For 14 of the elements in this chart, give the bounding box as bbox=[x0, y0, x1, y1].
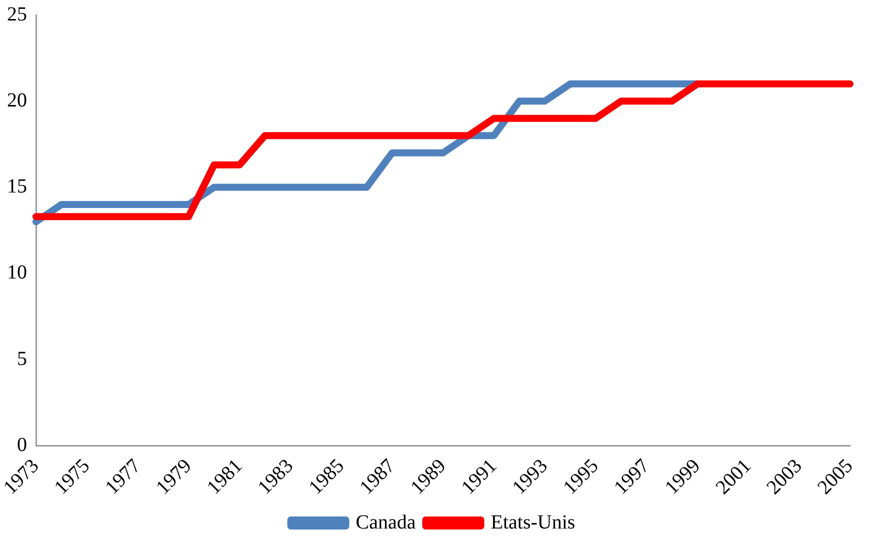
y-tick-label: 20 bbox=[7, 89, 27, 112]
x-tick-label: 1991 bbox=[457, 454, 502, 499]
y-tick-label: 15 bbox=[7, 176, 27, 198]
y-tick-label: 10 bbox=[7, 262, 27, 284]
y-tick-label: 0 bbox=[17, 434, 27, 456]
x-tick-label: 1981 bbox=[202, 454, 247, 499]
legend-label: Etats-Unis bbox=[490, 511, 576, 534]
y-tick-label: 5 bbox=[17, 348, 27, 370]
x-tick-label: 2001 bbox=[712, 454, 756, 499]
x-tick-label: 1979 bbox=[152, 454, 196, 499]
x-tick-label: 1999 bbox=[660, 454, 705, 499]
y-tick-label: 25 bbox=[7, 3, 27, 26]
x-tick-label: 1989 bbox=[406, 454, 450, 499]
legend-label: Canada bbox=[356, 511, 416, 534]
